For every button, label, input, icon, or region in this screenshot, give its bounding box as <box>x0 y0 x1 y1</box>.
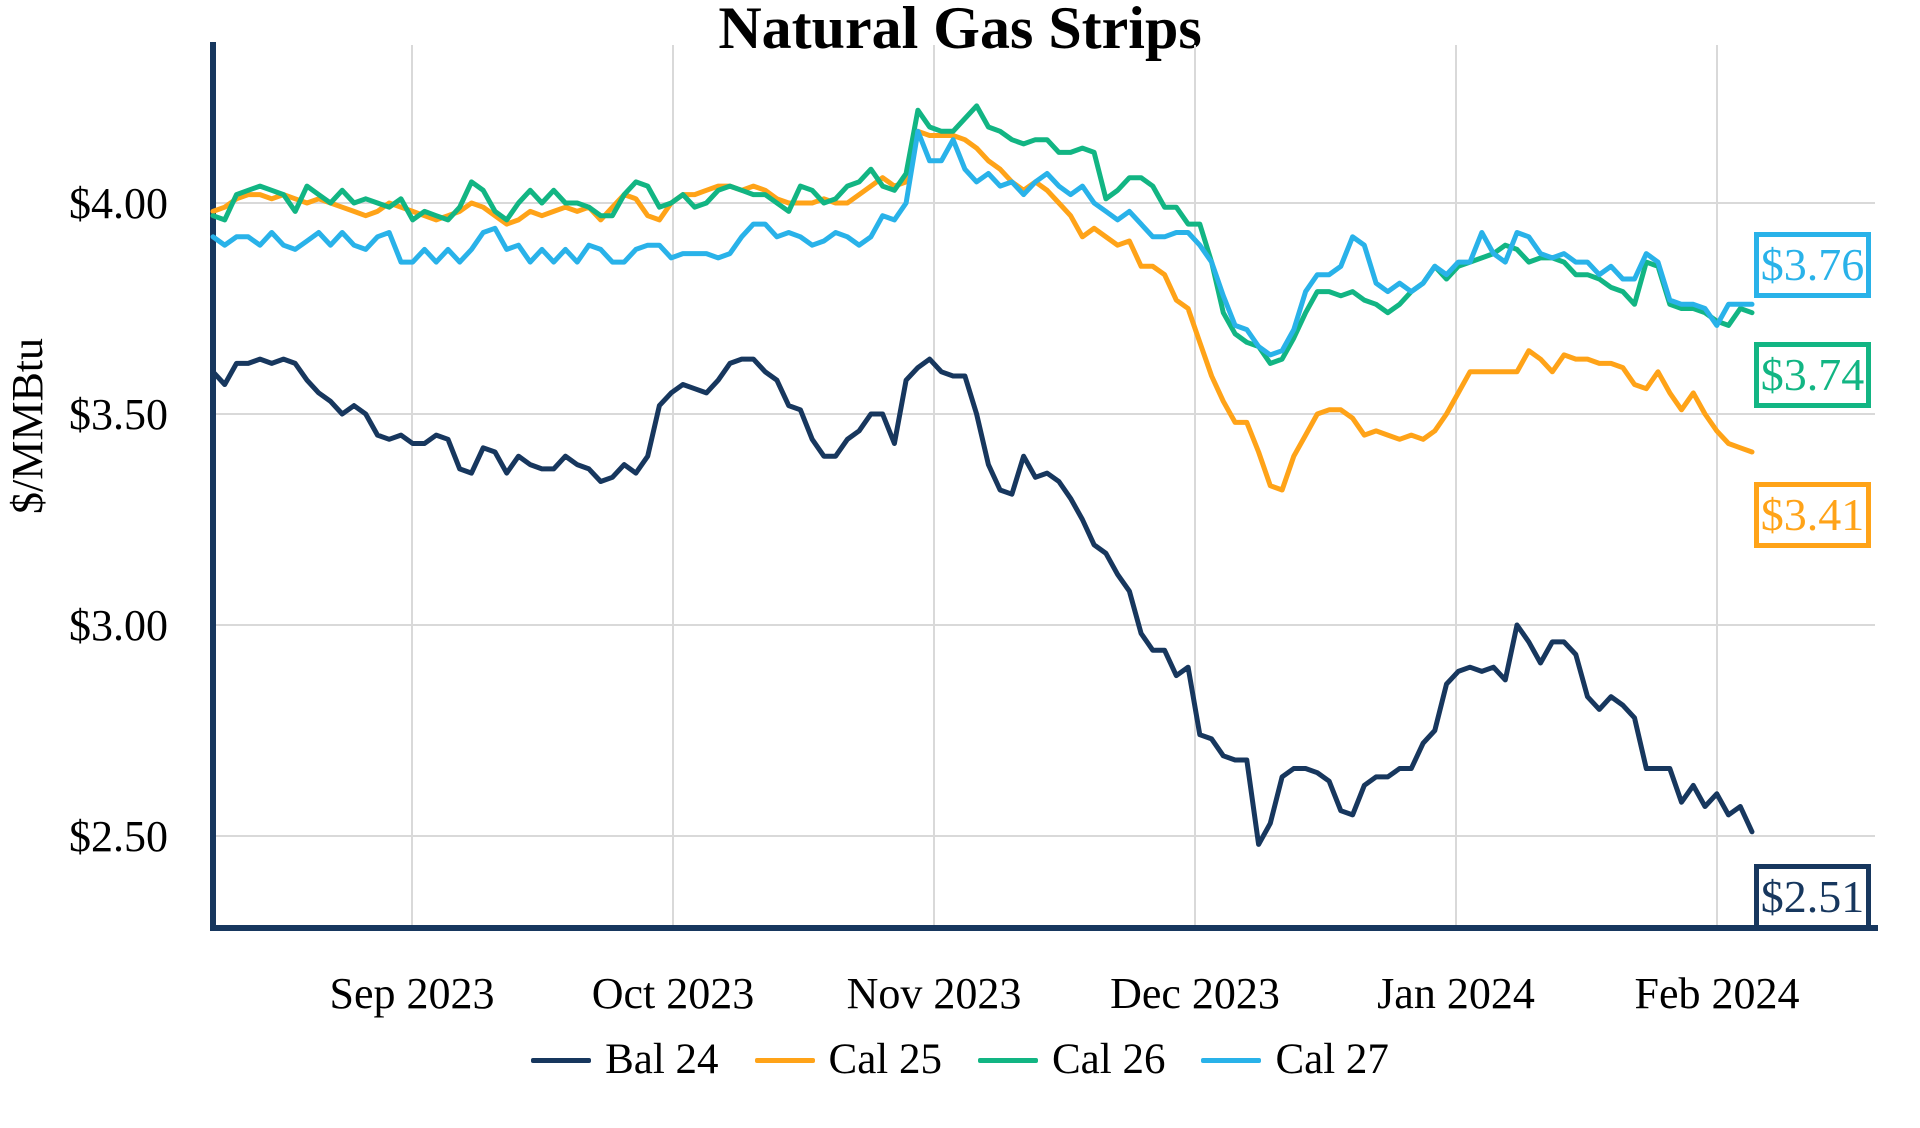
page-title: Natural Gas Strips <box>718 0 1202 61</box>
legend-item-cal-26: Cal 26 <box>978 1036 1165 1084</box>
series-line-cal-25 <box>210 128 1755 493</box>
legend-label-cal-25: Cal 25 <box>828 1036 942 1083</box>
legend-item-cal-27: Cal 27 <box>1201 1036 1389 1084</box>
series-lines-group <box>210 103 1755 847</box>
cal-26-line-swatch-icon <box>978 1057 1038 1063</box>
chart-legend: Bal 24 Cal 25 Cal 26 Cal 27 <box>0 1036 1920 1084</box>
end-value-badge-cal-26: $3.74 <box>1754 342 1871 408</box>
axes-group <box>210 42 1878 931</box>
cal-27-line-swatch-icon <box>1201 1057 1262 1063</box>
bal-24-line-swatch-icon <box>531 1057 592 1063</box>
legend-label-cal-27: Cal 27 <box>1275 1036 1389 1083</box>
x-tick-label: Dec 2023 <box>1110 969 1280 1018</box>
series-line-cal-27 <box>210 128 1755 358</box>
x-tick-label: Jan 2024 <box>1377 969 1535 1018</box>
x-tick-label: Nov 2023 <box>847 969 1022 1018</box>
y-tick-label: $4.00 <box>69 179 168 228</box>
legend-label-bal-24: Bal 24 <box>605 1036 719 1083</box>
end-value-badge-bal-24: $2.51 <box>1754 864 1871 930</box>
y-tick-label: $2.50 <box>69 812 168 861</box>
x-tick-label: Feb 2024 <box>1635 969 1800 1018</box>
legend-label-cal-26: Cal 26 <box>1052 1036 1166 1083</box>
cal-25-line-swatch-icon <box>754 1057 815 1063</box>
end-value-badge-cal-27: $3.76 <box>1754 232 1871 298</box>
x-tick-label: Sep 2023 <box>330 969 495 1018</box>
y-tick-label: $3.00 <box>69 601 168 650</box>
y-tick-label: $3.50 <box>69 390 168 439</box>
end-value-badge-cal-25: $3.41 <box>1754 482 1871 548</box>
series-line-bal-24 <box>210 356 1755 847</box>
legend-item-cal-25: Cal 25 <box>754 1036 942 1084</box>
x-tick-labels-group: Sep 2023 Oct 2023 Nov 2023 Dec 2023 Jan 2024… <box>330 969 1800 1018</box>
x-tick-label: Oct 2023 <box>592 969 755 1018</box>
legend-item-bal-24: Bal 24 <box>531 1036 719 1084</box>
y-tick-labels-group: $4.00 $3.50 $3.00 $2.50 <box>69 179 168 861</box>
